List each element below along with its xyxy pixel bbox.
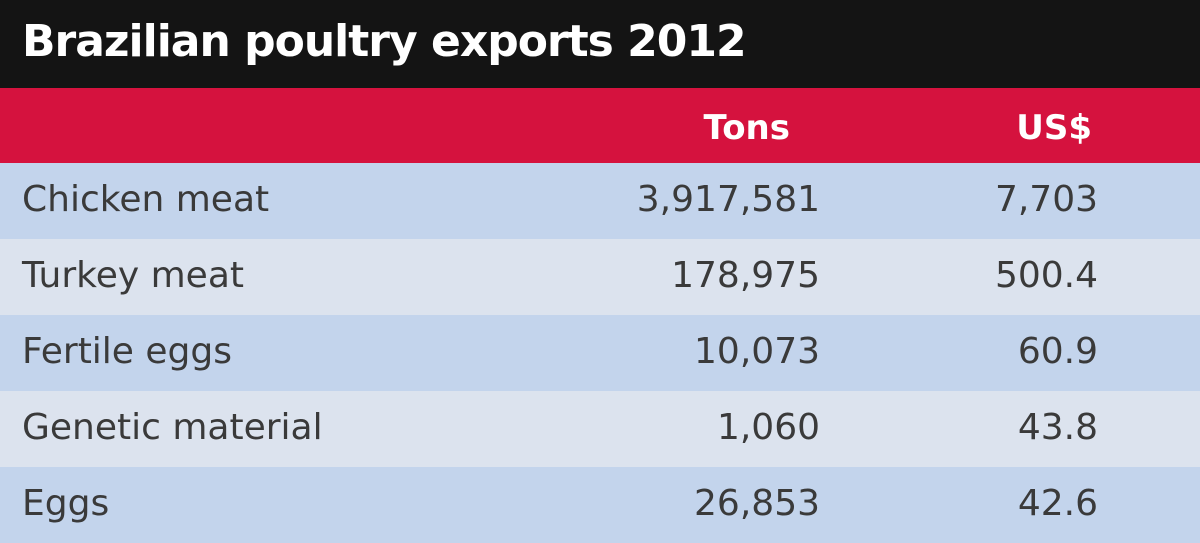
table-row: Fertile eggs 10,073 60.9: [0, 315, 1200, 391]
cell-value: 42.6: [1017, 483, 1098, 524]
table-row: Eggs 26,853 42.6: [0, 467, 1200, 543]
cell-value: 26,853: [694, 483, 820, 524]
cell-value: 43.8: [1017, 407, 1098, 448]
cell-value: 500.4: [994, 255, 1098, 296]
column-header: US$: [1016, 108, 1092, 148]
row-label: Fertile eggs: [22, 331, 233, 372]
cell-value: 60.9: [1017, 331, 1098, 372]
cell-value: 1,060: [716, 407, 820, 448]
row-label: Chicken meat: [22, 179, 270, 220]
cell-value: 10,073: [694, 331, 820, 372]
title: Brazilian poultry exports 2012: [22, 16, 747, 67]
table-row: Genetic material 1,060 43.8: [0, 391, 1200, 467]
cell-value: 178,975: [671, 255, 820, 296]
cell-value: 3,917,581: [636, 179, 820, 220]
row-label: Genetic material: [22, 407, 323, 448]
table-row: Turkey meat 178,975 500.4: [0, 239, 1200, 315]
title-bar: Brazilian poultry exports 2012: [0, 0, 1200, 88]
row-label: Eggs: [22, 483, 110, 524]
column-header: Tons: [703, 108, 790, 148]
row-label: Turkey meat: [22, 255, 244, 296]
header-row: Tons US$: [0, 88, 1200, 163]
table-row: Chicken meat 3,917,581 7,703: [0, 163, 1200, 239]
cell-value: 7,703: [994, 179, 1098, 220]
